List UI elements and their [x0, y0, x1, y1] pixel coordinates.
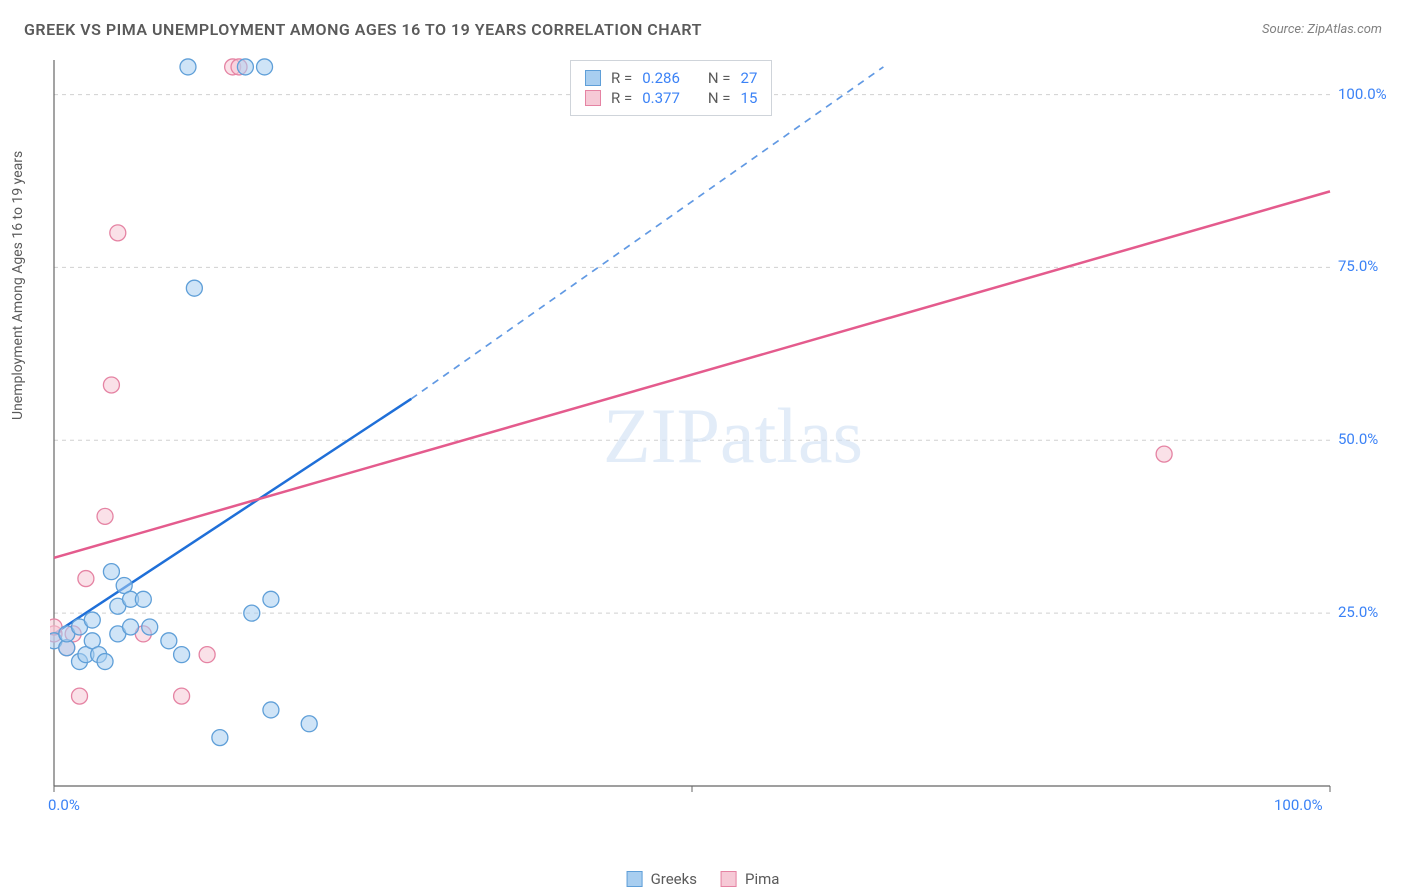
stats-row: R = 0.286 N = 27 — [585, 69, 757, 87]
legend-swatch — [627, 871, 643, 887]
legend-label: Pima — [745, 870, 779, 888]
correlation-stats-box: R = 0.286 N = 27 R = 0.377 N = 15 — [570, 60, 772, 116]
y-tick-label: 50.0% — [1338, 430, 1378, 448]
stats-r-value: 0.377 — [642, 89, 680, 107]
x-tick-label: 0.0% — [48, 796, 80, 814]
y-tick-label: 100.0% — [1338, 85, 1387, 103]
legend-swatch — [721, 871, 737, 887]
stats-r-label: R = — [611, 89, 632, 107]
stats-r-value: 0.286 — [642, 69, 680, 87]
x-tick-label: 100.0% — [1274, 796, 1323, 814]
y-axis-label: Unemployment Among Ages 16 to 19 years — [10, 151, 26, 420]
stats-n-value: 15 — [741, 89, 758, 107]
stats-n-value: 27 — [741, 69, 758, 87]
stats-swatch — [585, 70, 601, 86]
stats-n-label: N = — [708, 89, 731, 107]
series-legend: Greeks Pima — [627, 870, 780, 888]
stats-r-label: R = — [611, 69, 632, 87]
stats-n-label: N = — [708, 69, 731, 87]
stats-swatch — [585, 90, 601, 106]
legend-item: Pima — [721, 870, 779, 888]
chart-area: ZIPatlas R =0.286N =27R =0.377N =15 — [50, 56, 1390, 816]
stats-row: R = 0.377 N = 15 — [585, 89, 757, 107]
legend-label: Greeks — [651, 870, 697, 888]
y-tick-label: 25.0% — [1338, 603, 1378, 621]
legend-item: Greeks — [627, 870, 697, 888]
scatter-plot-svg — [50, 56, 1390, 816]
y-tick-label: 75.0% — [1338, 257, 1378, 275]
source-attribution: Source: ZipAtlas.com — [1262, 22, 1382, 37]
chart-title: GREEK VS PIMA UNEMPLOYMENT AMONG AGES 16… — [24, 20, 702, 39]
